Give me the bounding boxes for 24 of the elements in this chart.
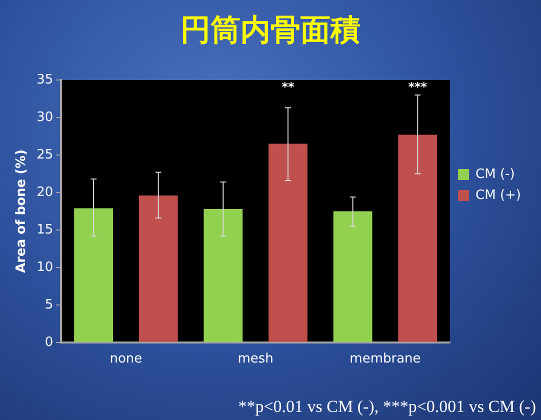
y-axis-title: Area of bone (%) [14,149,30,273]
y-tick-label: 15 [36,222,54,238]
y-tick-label: 5 [44,297,54,312]
bar [398,134,438,342]
x-tick-label: membrane [350,352,421,367]
bar [204,208,243,342]
y-tick-label: 25 [36,147,54,162]
y-tick-label: 0 [44,334,54,350]
bar [74,208,113,342]
chart-title: 円筒内骨面積 [180,12,360,48]
bar [268,144,308,342]
y-tick-label: 20 [36,184,54,200]
y-tick-label: 30 [36,110,54,125]
annotation: *** [408,80,428,94]
bar [138,195,178,342]
y-tick-label: 35 [36,72,54,88]
x-tick-label: none [110,352,142,367]
y-tick-label: 10 [36,260,54,275]
annotation: ** [282,80,295,94]
bar [333,211,372,342]
legend-label: CM (+) [476,188,522,203]
text: **p<0.01 vs CM (-), ***p<0.001 vs CM (-) [238,397,536,416]
x-tick-label: mesh [238,352,274,367]
legend-label: CM (-) [476,166,515,182]
